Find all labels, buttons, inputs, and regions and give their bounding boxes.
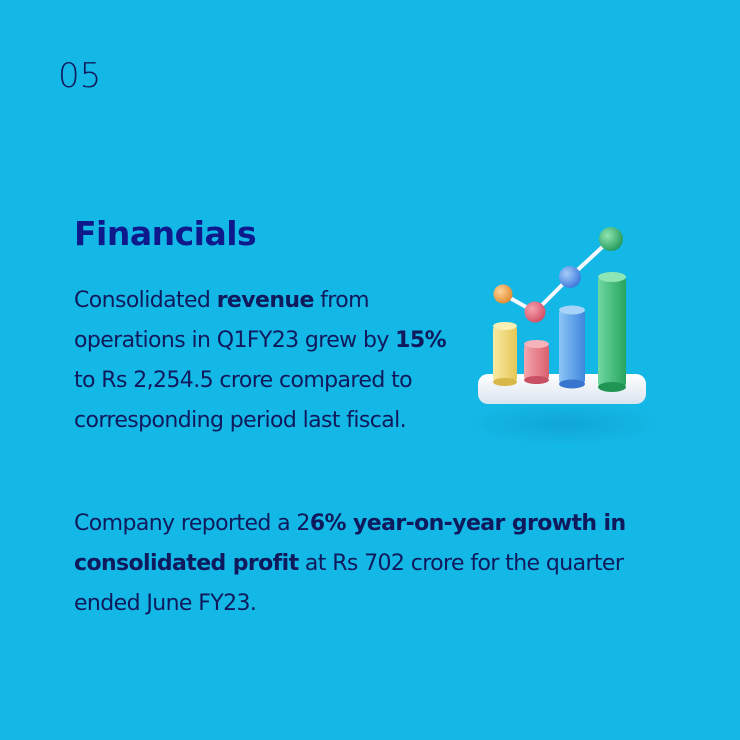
revenue-text-2: from operations in Q1FY23 grew by <box>74 288 396 353</box>
trend-dot-orange <box>493 284 513 304</box>
revenue-text-1: Consolidated <box>74 288 217 313</box>
bar-yellow <box>493 322 517 386</box>
slide-heading: Financials <box>74 214 257 253</box>
bar-pink <box>524 340 549 384</box>
trend-dot-pink <box>524 301 546 323</box>
chart-shadow <box>464 402 664 446</box>
profit-paragraph: Company reported a 26% year-on-year grow… <box>74 504 674 624</box>
bar-blue <box>559 305 585 389</box>
revenue-bold-2: 15% <box>395 328 447 353</box>
revenue-paragraph: Consolidated revenue from operations in … <box>74 281 454 441</box>
trend-dot-green <box>599 227 623 251</box>
revenue-bold-1: revenue <box>216 288 315 313</box>
profit-text-2: at Rs 702 crore for the quarter ended Ju… <box>74 551 624 616</box>
bar-chart-growth-icon <box>452 214 672 454</box>
revenue-text-3: to Rs 2,254.5 crore compared to correspo… <box>74 368 413 433</box>
bar-green <box>598 272 626 392</box>
trend-dot-blue <box>559 266 581 288</box>
profit-bold-1: 6% year-on-year growth in consolidated p… <box>74 511 626 576</box>
bar-chart-growth-illustration <box>464 227 664 446</box>
slide-number: 05 <box>58 56 102 96</box>
profit-text-1: Company reported a 2 <box>74 511 310 536</box>
trend-line <box>501 237 613 314</box>
chart-bars <box>493 272 626 392</box>
